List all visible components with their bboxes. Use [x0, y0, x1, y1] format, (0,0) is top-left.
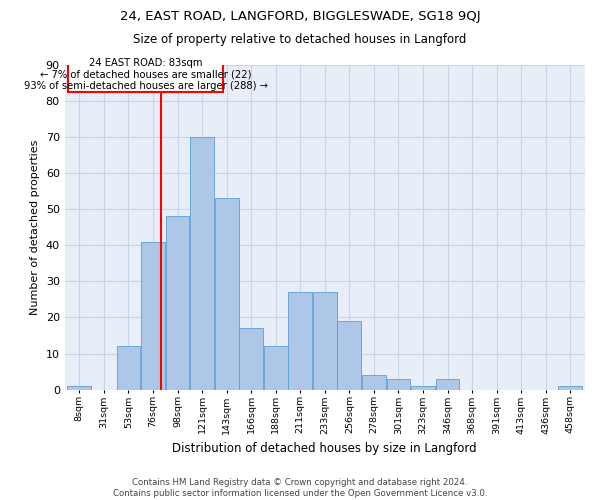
Bar	[264, 346, 287, 390]
Bar	[166, 216, 190, 390]
Bar	[313, 292, 337, 390]
Bar	[190, 137, 214, 390]
Bar	[436, 379, 460, 390]
Bar	[239, 328, 263, 390]
Bar	[386, 379, 410, 390]
Bar	[411, 386, 435, 390]
Bar	[362, 375, 386, 390]
Text: Size of property relative to detached houses in Langford: Size of property relative to detached ho…	[133, 32, 467, 46]
FancyBboxPatch shape	[68, 58, 223, 92]
Bar	[116, 346, 140, 390]
Text: 24 EAST ROAD: 83sqm
← 7% of detached houses are smaller (22)
93% of semi-detache: 24 EAST ROAD: 83sqm ← 7% of detached hou…	[23, 58, 268, 92]
X-axis label: Distribution of detached houses by size in Langford: Distribution of detached houses by size …	[172, 442, 477, 455]
Bar	[67, 386, 91, 390]
Bar	[215, 198, 239, 390]
Text: Contains HM Land Registry data © Crown copyright and database right 2024.
Contai: Contains HM Land Registry data © Crown c…	[113, 478, 487, 498]
Bar	[559, 386, 582, 390]
Bar	[337, 321, 361, 390]
Bar	[289, 292, 312, 390]
Bar	[141, 242, 165, 390]
Y-axis label: Number of detached properties: Number of detached properties	[30, 140, 40, 315]
Text: 24, EAST ROAD, LANGFORD, BIGGLESWADE, SG18 9QJ: 24, EAST ROAD, LANGFORD, BIGGLESWADE, SG…	[119, 10, 481, 23]
